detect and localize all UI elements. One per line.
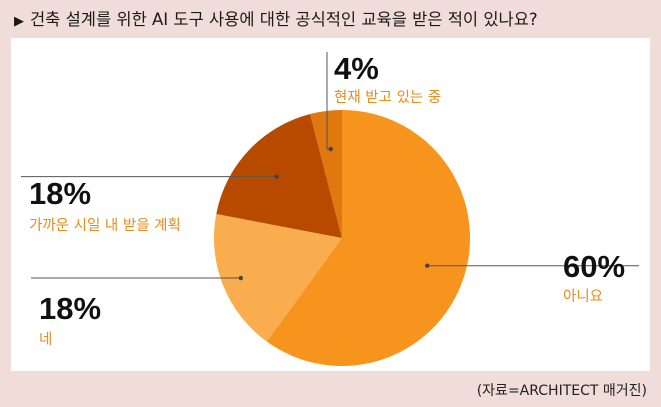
slice-value-current: 4% — [334, 51, 379, 86]
chart-title: ▶ 건축 설계를 위한 AI 도구 사용에 대한 공식적인 교육을 받은 적이 있… — [14, 6, 538, 30]
slice-yes — [213, 214, 342, 342]
title-text: 건축 설계를 위한 AI 도구 사용에 대한 공식적인 교육을 받은 적이 있나… — [30, 10, 538, 29]
slice-label-yes: 네 — [39, 332, 53, 348]
slice-yes-leader-dot — [238, 275, 244, 281]
pie-chart — [21, 52, 639, 366]
slice-label-planning: 가까운 시일 내 받을 계획 — [29, 218, 181, 234]
chart-panel: 60% 아니요 18% 네 18% 가까운 시일 내 받을 계획 4% 현재 받… — [11, 38, 650, 371]
slice-planning — [216, 114, 342, 238]
slice-planning-leader-dot — [274, 174, 279, 179]
slice-label-no: 아니요 — [563, 289, 604, 305]
slice-value-yes: 18% — [39, 291, 102, 326]
slice-current — [310, 110, 342, 238]
slice-value-no: 60% — [563, 249, 626, 284]
source-note: (자료=ARCHITECT 매거진) — [476, 383, 647, 399]
slice-value-planning: 18% — [29, 176, 92, 211]
slice-current-leader-dot — [328, 146, 333, 152]
slice-label-current: 현재 받고 있는 중 — [334, 90, 442, 106]
slice-no-leader-dot — [425, 263, 430, 268]
slice-no — [266, 110, 471, 366]
title-marker-icon: ▶ — [14, 14, 24, 29]
